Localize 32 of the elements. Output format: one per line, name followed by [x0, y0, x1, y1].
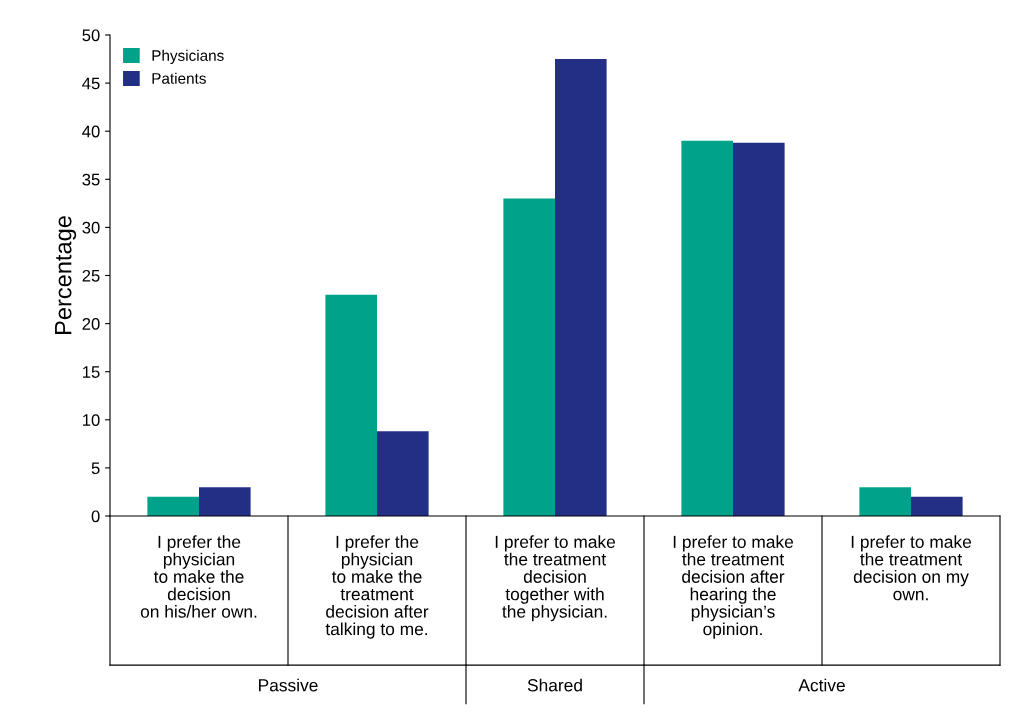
x-tick-label: I prefer to make the treatment decision after hearing the physician’s opinion.	[673, 535, 794, 639]
bar	[555, 59, 607, 516]
x-tick-label: I prefer to make the treatment decision together with the physician.	[495, 535, 616, 622]
bar	[325, 294, 377, 516]
text: Shared	[527, 678, 582, 692]
y-tick-label: 15	[83, 366, 100, 378]
x-tick-label: I prefer the physician to make the treatment decision after talking to me.	[325, 535, 429, 639]
bar	[199, 487, 251, 516]
bar	[377, 431, 429, 516]
bar	[733, 142, 785, 516]
legend-label: Patients	[152, 72, 206, 84]
bar	[503, 198, 555, 516]
y-tick-label: 45	[82, 77, 100, 90]
y-tick-label: 35	[82, 173, 100, 186]
bar	[859, 487, 911, 516]
bar	[681, 140, 733, 516]
y-tick-label: 50	[82, 29, 100, 42]
bar	[911, 496, 963, 516]
y-tick-label: 40	[82, 125, 100, 138]
text: Active	[798, 678, 845, 692]
y-axis-title: Percentage	[55, 216, 77, 334]
y-tick-label: 10	[83, 414, 100, 426]
y-tick-label: 30	[82, 221, 100, 234]
x-tick-label: I prefer the physician to make the decision on his/her own.	[140, 535, 257, 618]
y-tick-label: 0	[91, 510, 100, 523]
y-tick-label: 25	[82, 269, 100, 282]
y-tick-label: 20	[82, 318, 100, 330]
bar	[147, 496, 199, 516]
x-tick-label: I prefer to make the treatment decision on my own.	[851, 535, 972, 601]
legend-label: Physicians	[152, 49, 224, 64]
text: Passive	[259, 678, 318, 692]
y-tick-label: 5	[91, 462, 100, 475]
